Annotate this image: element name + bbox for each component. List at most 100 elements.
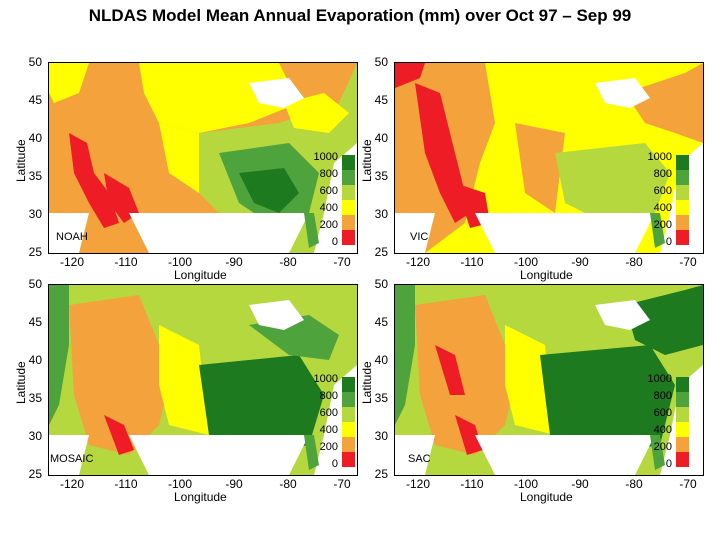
legend-label: 200 [319, 441, 338, 453]
north-yellow [139, 63, 299, 133]
model-label: NOAH [56, 231, 88, 243]
legend-label: 0 [331, 236, 338, 248]
gulf-darkgreen [239, 168, 299, 213]
northeast-darkgreen [625, 285, 703, 355]
legend-swatch [676, 230, 689, 245]
y-tick: 45 [28, 93, 42, 107]
east-darkgreen [540, 345, 675, 455]
great-lakes [595, 78, 650, 108]
legend-swatch [342, 452, 355, 467]
evaporation-map-noah [49, 63, 357, 253]
legend-swatch [676, 170, 689, 185]
west-orange [415, 295, 515, 455]
x-axis-title: Longitude [174, 490, 227, 504]
y-tick: 50 [374, 55, 388, 69]
legend-label: 400 [319, 424, 338, 436]
x-tick: -100 [513, 255, 539, 269]
x-tick: -110 [460, 255, 484, 269]
legend-label: 200 [319, 219, 338, 231]
legend-swatch [342, 185, 355, 200]
y-tick: 30 [374, 207, 388, 221]
legend-label: 1000 [313, 151, 338, 163]
y-tick: 25 [28, 245, 42, 259]
gulf-of-mexico [475, 213, 655, 253]
great-lakes [249, 300, 304, 330]
west-orange [69, 295, 169, 455]
y-tick: 35 [28, 391, 42, 405]
y-tick: 50 [374, 277, 388, 291]
legend-label: 0 [665, 236, 672, 248]
sierra-dry [415, 83, 470, 223]
legend-label: 400 [653, 424, 672, 436]
legend-swatch [342, 392, 355, 407]
southwest-dry [104, 173, 139, 223]
legend-swatch [342, 155, 355, 170]
northeast-orange [625, 63, 703, 143]
x-tick: -110 [114, 477, 138, 491]
map-vic [394, 62, 704, 254]
great-lakes [249, 78, 304, 108]
x-tick: -110 [460, 477, 484, 491]
x-axis-title: Longitude [520, 268, 573, 282]
x-tick: -80 [625, 255, 643, 269]
x-tick: -70 [333, 477, 351, 491]
x-tick: -70 [333, 255, 351, 269]
legend-label: 600 [319, 407, 338, 419]
legend-swatch [342, 422, 355, 437]
evaporation-map-mosaic [49, 285, 357, 475]
x-tick: -110 [114, 255, 138, 269]
pacific-ocean [49, 435, 89, 475]
x-tick: -80 [279, 477, 297, 491]
x-tick: -100 [167, 255, 193, 269]
legend-label: 0 [665, 458, 672, 470]
evaporation-map-vic [395, 63, 703, 253]
plains-yellow [159, 325, 209, 435]
y-tick: 30 [28, 207, 42, 221]
florida [650, 435, 665, 470]
plains-yellow [505, 325, 555, 435]
legend-label: 800 [653, 390, 672, 402]
legend-swatch [676, 422, 689, 437]
y-tick: 35 [28, 169, 42, 183]
y-tick: 40 [28, 131, 42, 145]
pacific-ocean [395, 213, 435, 253]
y-tick: 45 [374, 315, 388, 329]
gulf-of-mexico [475, 435, 655, 475]
y-tick: 45 [28, 315, 42, 329]
legend-swatch [676, 200, 689, 215]
y-axis-title: Latitude [360, 139, 374, 182]
model-label: MOSAIC [50, 453, 94, 465]
gulf-of-mexico [129, 213, 309, 253]
legend-swatch [342, 200, 355, 215]
y-tick: 40 [374, 353, 388, 367]
legend-label: 600 [319, 185, 338, 197]
legend-label: 1000 [313, 373, 338, 385]
y-axis-title: Latitude [14, 361, 28, 404]
legend-sac [676, 377, 689, 467]
legend-swatch [676, 155, 689, 170]
southwest-red [104, 415, 134, 455]
legend-swatch [676, 407, 689, 422]
map-mosaic [48, 284, 358, 476]
model-label: SAC [408, 453, 431, 465]
x-tick: -90 [225, 255, 243, 269]
great-lakes-yellow [284, 93, 349, 133]
y-tick: 40 [374, 131, 388, 145]
legend-swatch [342, 170, 355, 185]
x-tick: -120 [59, 477, 85, 491]
x-tick: -80 [279, 255, 297, 269]
pacific-ocean [395, 435, 435, 475]
x-tick: -90 [225, 477, 243, 491]
panel-noah: 50 45 40 35 30 25 -120 -110 -100 -90 -80… [0, 0, 360, 282]
southwest-red [455, 415, 483, 455]
legend-swatch [676, 452, 689, 467]
legend-swatch [342, 437, 355, 452]
figure-title: NLDAS Model Mean Annual Evaporation (mm)… [88, 6, 632, 25]
legend-swatch [342, 215, 355, 230]
panel-sac: 50 45 40 35 30 25 -120 -110 -100 -90 -80… [346, 222, 706, 504]
great-lakes [595, 300, 650, 330]
y-tick: 50 [28, 277, 42, 291]
x-tick: -120 [405, 255, 431, 269]
legend-noah [342, 155, 355, 245]
legend-mosaic [342, 377, 355, 467]
